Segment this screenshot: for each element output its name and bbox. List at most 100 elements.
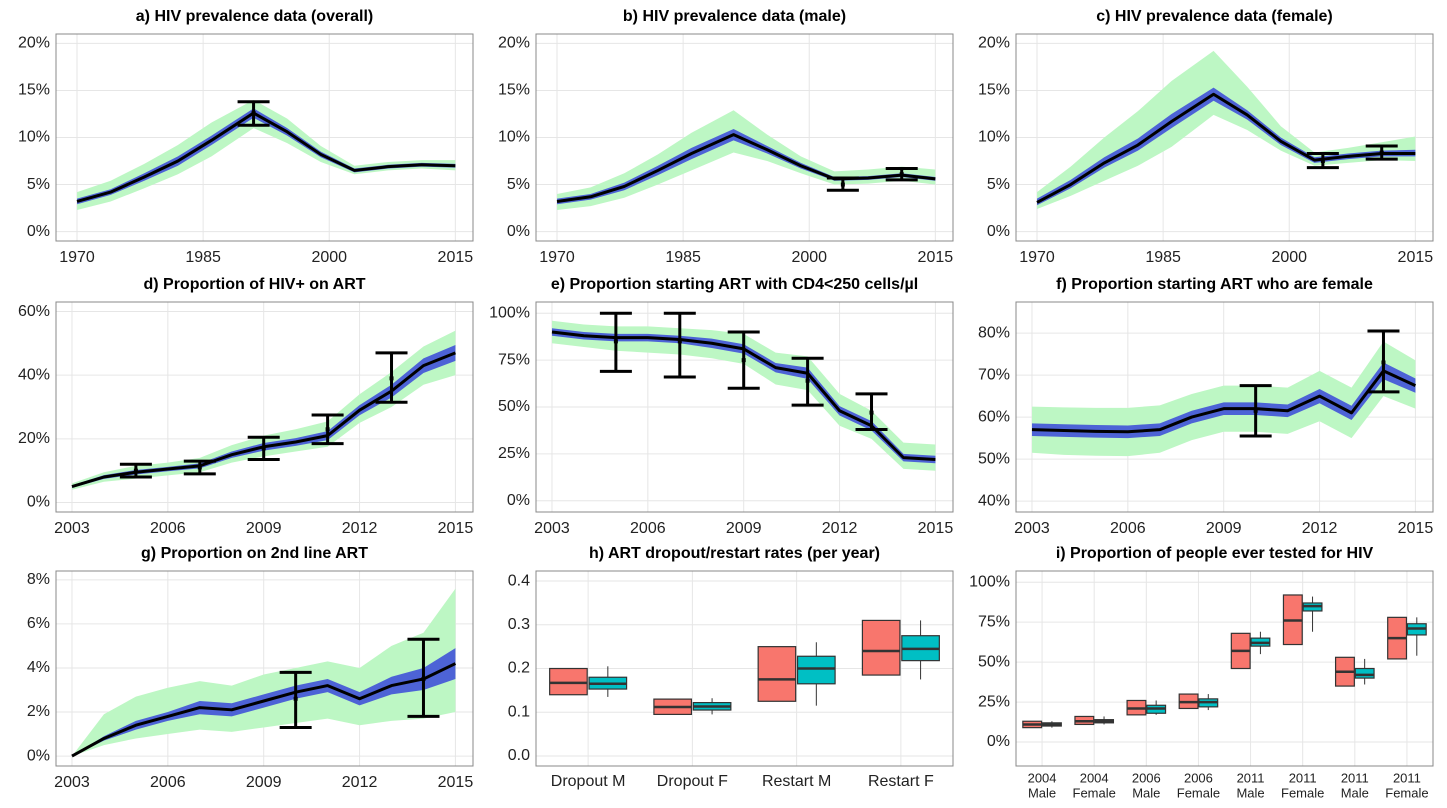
y-tick-label: 40% xyxy=(18,366,50,383)
x-tick-label: 2003 xyxy=(54,520,90,537)
panel: c) HIV prevalence data (female) 0% 5% 10% 15… xyxy=(978,8,1434,266)
y-tick-label: 0% xyxy=(507,223,530,240)
data-point xyxy=(133,468,138,473)
panel-frame xyxy=(55,301,474,513)
x-tick-label: 2006 xyxy=(630,520,666,537)
x-tick-label: Male xyxy=(1341,785,1369,800)
y-tick-label: 10% xyxy=(18,129,50,146)
x-tick-label: 2015 xyxy=(438,249,474,266)
panel-frame xyxy=(55,33,474,242)
data-point xyxy=(1379,150,1384,155)
panel-title: c) HIV prevalence data (female) xyxy=(1096,8,1333,25)
x-tick-label: 1985 xyxy=(185,249,221,266)
y-tick-label: 5% xyxy=(507,176,530,193)
x-tick-label: 1985 xyxy=(1145,249,1181,266)
x-tick-label: Male xyxy=(1028,785,1056,800)
y-tick-label: 100% xyxy=(969,573,1010,590)
x-tick-label: 2009 xyxy=(1206,520,1242,537)
panel: h) ART dropout/restart rates (per year) 0… xyxy=(508,545,954,790)
y-tick-label: 10% xyxy=(978,129,1010,146)
x-tick-label: 2012 xyxy=(342,774,378,791)
median-line xyxy=(556,133,936,203)
data-point xyxy=(421,676,426,681)
y-tick-label: 60% xyxy=(18,303,50,320)
x-tick-label: 2000 xyxy=(311,249,347,266)
x-tick-label: 2011 xyxy=(1341,770,1369,785)
x-tick-label: Dropout M xyxy=(551,773,626,790)
y-tick-label: 4% xyxy=(27,659,50,676)
box xyxy=(796,655,836,685)
box xyxy=(1354,667,1375,679)
y-tick-label: 6% xyxy=(27,615,50,632)
panel: e) Proportion starting ART with CD4<250 … xyxy=(489,276,954,537)
x-tick-label: 1970 xyxy=(539,249,575,266)
x-tick-label: 2015 xyxy=(918,520,954,537)
y-tick-label: 5% xyxy=(27,176,50,193)
data-point xyxy=(325,427,330,432)
x-tick-label: Female xyxy=(1385,785,1428,800)
x-tick-label: 1970 xyxy=(59,249,95,266)
x-tick-label: Female xyxy=(1281,785,1324,800)
y-tick-label: 10% xyxy=(498,129,530,146)
y-tick-label: 20% xyxy=(978,35,1010,52)
x-tick-label: Female xyxy=(1073,785,1116,800)
uncertainty-band xyxy=(557,110,936,210)
panel-title: a) HIV prevalence data (overall) xyxy=(136,8,373,25)
y-tick-label: 25% xyxy=(498,445,530,462)
x-tick-label: 2004 xyxy=(1080,770,1109,785)
data-point xyxy=(1381,360,1386,365)
y-tick-label: 0% xyxy=(27,223,50,240)
y-tick-label: 0.1 xyxy=(508,703,530,720)
x-tick-label: 2015 xyxy=(918,249,954,266)
box xyxy=(549,667,588,696)
x-tick-label: 1985 xyxy=(665,249,701,266)
median-line xyxy=(1036,92,1416,204)
data-point xyxy=(251,111,256,116)
y-tick-label: 50% xyxy=(498,398,530,415)
median-line xyxy=(71,662,457,758)
x-tick-label: 2015 xyxy=(1398,520,1434,537)
data-point xyxy=(197,465,202,470)
x-tick-label: Restart M xyxy=(762,773,831,790)
panel-frame xyxy=(535,33,954,242)
x-tick-label: 2012 xyxy=(822,520,858,537)
x-tick-label: 2011 xyxy=(1237,770,1265,785)
median-line xyxy=(1031,369,1417,434)
panel-frame xyxy=(1015,33,1434,242)
x-tick-label: 2003 xyxy=(534,520,570,537)
x-tick-label: 2004 xyxy=(1028,770,1057,785)
y-tick-label: 20% xyxy=(498,35,530,52)
y-tick-label: 0% xyxy=(507,492,530,509)
data-point xyxy=(1253,408,1258,413)
data-point xyxy=(293,696,298,701)
x-tick-label: 2006 xyxy=(1110,520,1146,537)
x-tick-label: Male xyxy=(1132,785,1160,800)
panel: g) Proportion on 2nd line ART 0% 2% 4% 6% 8% 2… xyxy=(27,545,474,791)
x-tick-label: 2011 xyxy=(1289,770,1317,785)
x-tick-label: Male xyxy=(1236,785,1264,800)
y-tick-label: 0% xyxy=(987,223,1010,240)
uncertainty-band xyxy=(71,330,456,490)
x-tick-label: 2015 xyxy=(438,520,474,537)
x-tick-label: 2011 xyxy=(1393,770,1421,785)
x-tick-label: 2006 xyxy=(1184,770,1213,785)
box xyxy=(757,646,797,702)
panel: a) HIV prevalence data (overall) 0% 5% 10% 1… xyxy=(18,8,474,266)
y-tick-label: 20% xyxy=(18,35,50,52)
y-tick-label: 100% xyxy=(489,304,530,321)
x-tick-label: 2006 xyxy=(1132,770,1161,785)
panel: b) HIV prevalence data (male) 0% 5% 10% 15% 2… xyxy=(498,8,954,266)
panel-frame xyxy=(535,570,954,767)
panel-title: h) ART dropout/restart rates (per year) xyxy=(589,545,880,562)
y-tick-label: 50% xyxy=(978,450,1010,467)
panel-title: d) Proportion of HIV+ on ART xyxy=(143,276,365,293)
x-tick-label: 2003 xyxy=(1014,520,1050,537)
panel-frame xyxy=(1015,570,1434,767)
x-tick-label: 2006 xyxy=(150,774,186,791)
panel-title: g) Proportion on 2nd line ART xyxy=(141,545,368,562)
x-tick-label: 2003 xyxy=(54,774,90,791)
y-tick-label: 25% xyxy=(978,693,1010,710)
x-tick-label: 2015 xyxy=(438,774,474,791)
x-tick-label: 2006 xyxy=(150,520,186,537)
